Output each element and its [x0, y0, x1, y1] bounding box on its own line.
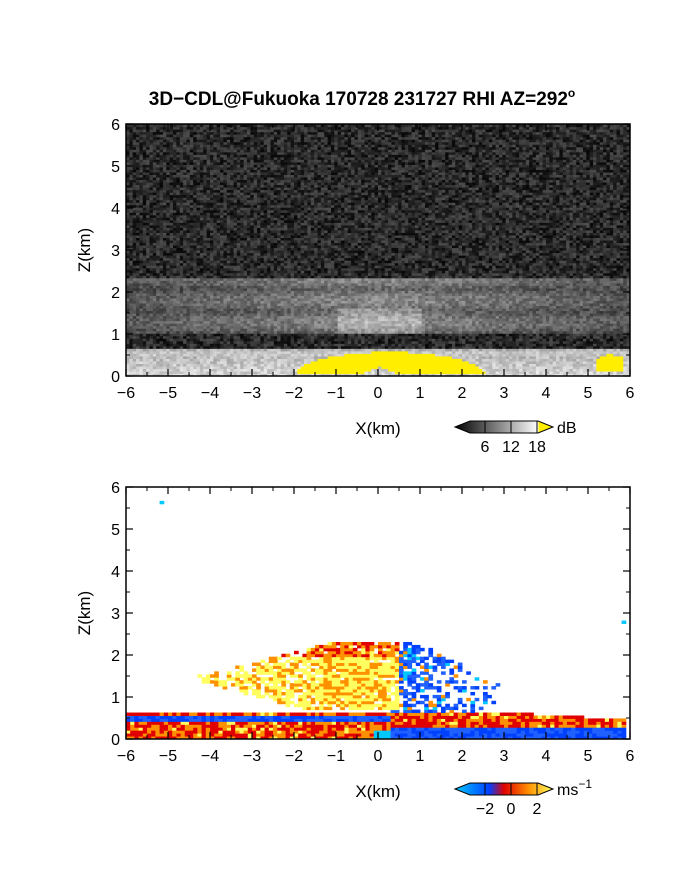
chart-title: 3D−CDL@Fukuoka 170728 231727 RHI AZ=292o [149, 86, 576, 110]
title-degree-superscript: o [568, 86, 575, 100]
intensity-heatmap [126, 121, 631, 376]
